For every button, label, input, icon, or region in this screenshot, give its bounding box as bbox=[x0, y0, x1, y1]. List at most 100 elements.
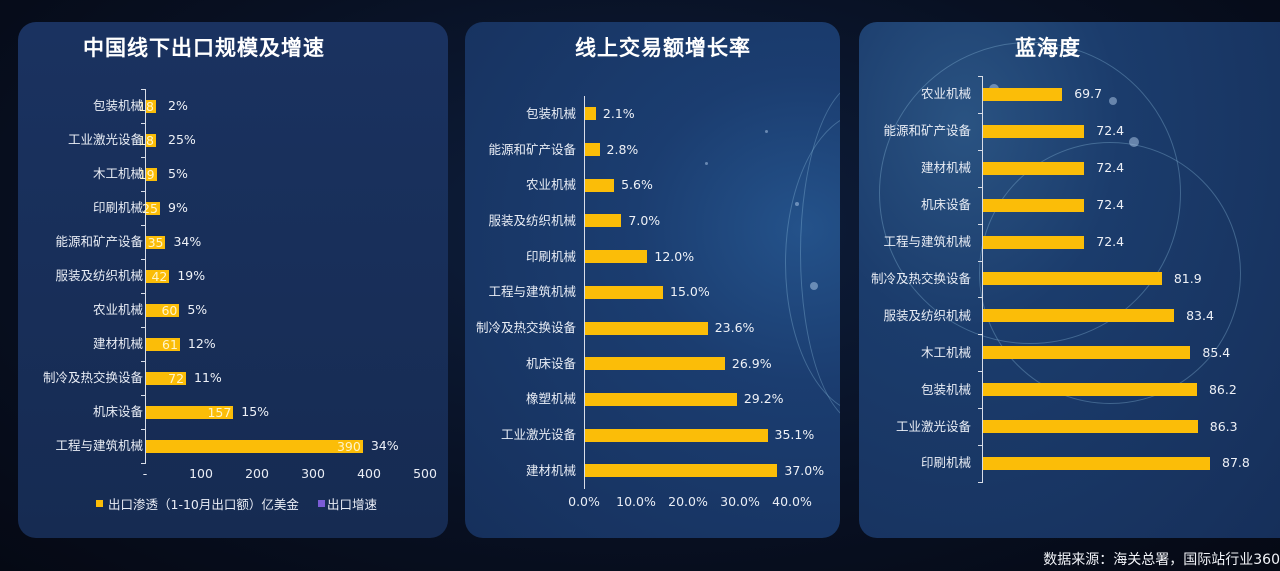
chart-title: 线上交易额增长率 bbox=[575, 36, 751, 60]
bar[interactable] bbox=[983, 198, 1085, 212]
y-axis-tick bbox=[978, 260, 983, 262]
category-label: 工程与建筑机械 bbox=[488, 284, 576, 300]
bar[interactable] bbox=[585, 143, 600, 157]
category-label: 建材机械 bbox=[525, 462, 576, 478]
bar[interactable] bbox=[146, 303, 180, 317]
bar-value-label: 25 bbox=[142, 200, 158, 216]
bar[interactable] bbox=[585, 321, 708, 335]
bar[interactable] bbox=[983, 420, 1198, 434]
bar[interactable] bbox=[983, 456, 1211, 470]
bar[interactable] bbox=[585, 107, 596, 121]
x-axis-tick-label: 200 bbox=[245, 466, 269, 481]
y-axis-tick bbox=[141, 225, 146, 226]
bar-value-label: 60 bbox=[161, 302, 178, 318]
category-label: 农业机械 bbox=[525, 177, 576, 193]
bar[interactable] bbox=[146, 99, 156, 113]
bar-value-label: 87.8 bbox=[1222, 455, 1250, 471]
bar[interactable] bbox=[585, 357, 725, 371]
bar[interactable] bbox=[983, 124, 1085, 138]
y-axis-tick bbox=[978, 371, 983, 373]
category-label: 木工机械 bbox=[920, 344, 971, 360]
blue-ocean-panel: 蓝海度 农业机械 69.7 能源和矿产设备 72.4 建材机械 72.4 机床设备 72.4 工… bbox=[859, 22, 1280, 538]
bar[interactable] bbox=[585, 428, 768, 442]
y-axis-tick bbox=[978, 334, 983, 336]
category-label: 木工机械 bbox=[92, 166, 143, 181]
bar[interactable] bbox=[983, 161, 1085, 175]
y-axis-tick bbox=[141, 395, 146, 396]
bar[interactable] bbox=[983, 383, 1197, 397]
y-axis-tick bbox=[978, 76, 983, 77]
bar[interactable] bbox=[585, 250, 648, 264]
bar-value-label: 69.7 bbox=[1074, 86, 1103, 102]
category-label: 农业机械 bbox=[920, 86, 971, 102]
bar-value-label: 42 bbox=[151, 268, 168, 284]
bar-value-label: 23.6% bbox=[714, 320, 755, 336]
y-axis-tick bbox=[141, 293, 146, 294]
y-axis-tick bbox=[141, 157, 146, 158]
bar[interactable] bbox=[585, 464, 778, 478]
y-axis-tick bbox=[141, 429, 146, 430]
bar[interactable] bbox=[983, 346, 1191, 360]
growth-rate-label: 12% bbox=[187, 336, 216, 351]
online-growth-panel: 线上交易额增长率 包装机械 2.1% 能源和矿产设备 2.8% 农业机械 5.6% 服装及纺… bbox=[465, 22, 840, 538]
category-label: 工业激光设备 bbox=[895, 418, 971, 434]
category-label: 印刷机械 bbox=[92, 200, 143, 215]
bar[interactable] bbox=[983, 87, 1063, 101]
bar[interactable] bbox=[146, 167, 157, 181]
data-source-note: 数据来源：海关总署，国际站行业360 bbox=[1043, 552, 1280, 568]
growth-rate-label: 19% bbox=[177, 268, 206, 283]
legend-item-export-growth[interactable]: 出口增速 bbox=[318, 494, 377, 513]
bar[interactable] bbox=[146, 371, 187, 385]
category-label: 橡塑机械 bbox=[525, 391, 576, 407]
y-axis-tick bbox=[141, 259, 146, 260]
bar[interactable] bbox=[585, 214, 622, 228]
bar[interactable] bbox=[983, 235, 1085, 249]
y-axis-tick bbox=[978, 223, 983, 225]
x-axis-tick-label: 500 bbox=[413, 466, 437, 481]
x-axis-tick-label: 40.0% bbox=[772, 494, 812, 509]
bar-value-label: 37.0% bbox=[784, 462, 825, 478]
bar[interactable] bbox=[146, 405, 234, 419]
chart-title: 中国线下出口规模及增速 bbox=[83, 36, 325, 60]
bar[interactable] bbox=[983, 272, 1162, 286]
category-label: 能源和矿产设备 bbox=[55, 234, 143, 249]
bar-value-label: 12.0% bbox=[654, 248, 695, 264]
bar-value-label: 2.1% bbox=[602, 105, 635, 121]
bar-value-label: 18 bbox=[138, 132, 155, 148]
growth-rate-label: 9% bbox=[168, 200, 188, 215]
category-label: 包装机械 bbox=[92, 98, 143, 113]
x-axis-tick-label: 10.0% bbox=[616, 494, 656, 509]
category-label: 服装及纺织机械 bbox=[55, 268, 143, 283]
bar-value-label: 83.4 bbox=[1186, 307, 1214, 323]
bar[interactable] bbox=[146, 337, 180, 351]
x-axis-tick-label: 300 bbox=[301, 466, 325, 481]
category-label: 制冷及热交换设备 bbox=[870, 270, 971, 286]
category-label: 机床设备 bbox=[92, 404, 143, 419]
category-label: 能源和矿产设备 bbox=[883, 123, 971, 139]
bar[interactable] bbox=[146, 269, 170, 283]
bar[interactable] bbox=[146, 201, 160, 215]
x-axis-tick-label: 20.0% bbox=[668, 494, 708, 509]
bar[interactable] bbox=[146, 133, 156, 147]
bar[interactable] bbox=[585, 178, 615, 192]
x-axis-tick-label: 100 bbox=[189, 466, 213, 481]
x-axis-tick-label: 400 bbox=[357, 466, 381, 481]
y-axis-tick bbox=[978, 408, 983, 410]
category-label: 印刷机械 bbox=[920, 455, 971, 471]
category-label: 机床设备 bbox=[920, 197, 971, 213]
bar[interactable] bbox=[146, 439, 363, 453]
bar[interactable] bbox=[585, 285, 663, 299]
category-label: 建材机械 bbox=[920, 160, 971, 176]
bar[interactable] bbox=[585, 392, 737, 406]
x-axis-tick-label: - bbox=[142, 466, 148, 481]
bar-value-label: 19 bbox=[138, 166, 155, 182]
bar-value-label: 72.4 bbox=[1096, 197, 1125, 213]
y-axis-tick bbox=[141, 191, 146, 192]
legend-label: 出口渗透（1-10月出口额）亿美金 bbox=[108, 497, 299, 512]
bar-value-label: 26.9% bbox=[731, 355, 772, 371]
y-axis-tick bbox=[978, 186, 983, 188]
legend-item-export-amount[interactable]: 出口渗透（1-10月出口额）亿美金 bbox=[96, 494, 299, 513]
bar-value-label: 157 bbox=[207, 404, 232, 420]
bar[interactable] bbox=[983, 309, 1175, 323]
bar[interactable] bbox=[146, 235, 166, 249]
